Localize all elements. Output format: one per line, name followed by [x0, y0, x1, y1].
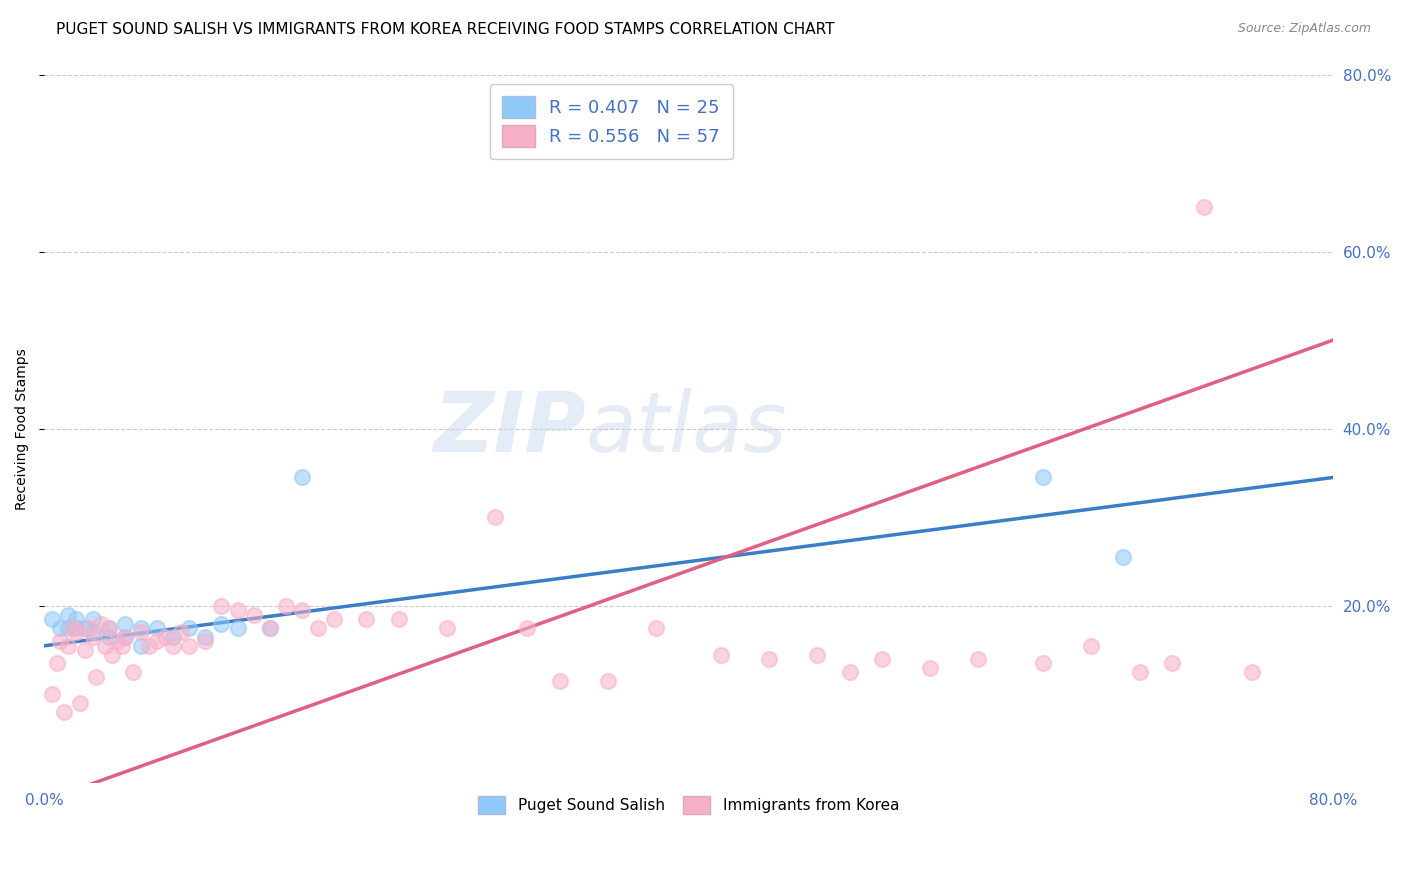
Point [516, 621, 538, 635]
Point [323, 612, 346, 626]
Point [101, 648, 124, 662]
Point [870, 652, 893, 666]
Point [65, 621, 87, 635]
Point [94, 639, 117, 653]
Point [46, 657, 69, 671]
Point [548, 674, 571, 689]
Point [1112, 550, 1135, 565]
Point [356, 612, 378, 626]
Point [967, 652, 990, 666]
Point [758, 652, 780, 666]
Point [1080, 639, 1102, 653]
Point [242, 607, 264, 622]
Point [97, 630, 120, 644]
Point [58, 621, 80, 635]
Point [62, 621, 84, 635]
Point [82, 625, 104, 640]
Point [73, 643, 96, 657]
Point [58, 639, 80, 653]
Point [97, 621, 120, 635]
Point [1192, 200, 1215, 214]
Y-axis label: Receiving Food Stamps: Receiving Food Stamps [15, 348, 30, 509]
Point [73, 621, 96, 635]
Point [69, 696, 91, 710]
Point [274, 599, 297, 613]
Point [105, 634, 128, 648]
Point [307, 621, 329, 635]
Point [1128, 665, 1150, 680]
Point [291, 470, 314, 484]
Legend: Puget Sound Salish, Immigrants from Korea: Puget Sound Salish, Immigrants from Kore… [467, 785, 910, 825]
Point [129, 625, 152, 640]
Point [153, 630, 176, 644]
Point [179, 621, 201, 635]
Point [41, 688, 63, 702]
Text: atlas: atlas [585, 388, 787, 469]
Point [49, 621, 72, 635]
Point [146, 634, 169, 648]
Point [129, 639, 152, 653]
Point [65, 612, 87, 626]
Point [65, 625, 87, 640]
Point [121, 665, 143, 680]
Point [484, 510, 506, 524]
Point [226, 621, 249, 635]
Point [179, 639, 201, 653]
Point [211, 599, 233, 613]
Point [838, 665, 860, 680]
Point [110, 639, 132, 653]
Point [58, 607, 80, 622]
Point [41, 612, 63, 626]
Point [194, 630, 217, 644]
Point [1241, 665, 1264, 680]
Point [114, 630, 136, 644]
Point [806, 648, 828, 662]
Point [388, 612, 411, 626]
Point [920, 661, 942, 675]
Point [146, 621, 169, 635]
Point [114, 630, 136, 644]
Point [226, 603, 249, 617]
Point [645, 621, 668, 635]
Point [82, 630, 104, 644]
Point [710, 648, 733, 662]
Point [1032, 657, 1054, 671]
Point [114, 616, 136, 631]
Text: Source: ZipAtlas.com: Source: ZipAtlas.com [1237, 22, 1371, 36]
Point [97, 621, 120, 635]
Point [90, 616, 112, 631]
Point [1160, 657, 1182, 671]
Point [259, 621, 281, 635]
Point [84, 670, 107, 684]
Point [129, 621, 152, 635]
Point [162, 630, 184, 644]
Point [52, 705, 75, 719]
Point [49, 634, 72, 648]
Point [596, 674, 619, 689]
Point [82, 612, 104, 626]
Point [170, 625, 193, 640]
Point [259, 621, 281, 635]
Point [162, 639, 184, 653]
Point [291, 603, 314, 617]
Text: PUGET SOUND SALISH VS IMMIGRANTS FROM KOREA RECEIVING FOOD STAMPS CORRELATION CH: PUGET SOUND SALISH VS IMMIGRANTS FROM KO… [56, 22, 835, 37]
Point [211, 616, 233, 631]
Point [138, 639, 160, 653]
Text: ZIP: ZIP [433, 388, 585, 469]
Point [1032, 470, 1054, 484]
Point [436, 621, 458, 635]
Point [79, 621, 101, 635]
Point [194, 634, 217, 648]
